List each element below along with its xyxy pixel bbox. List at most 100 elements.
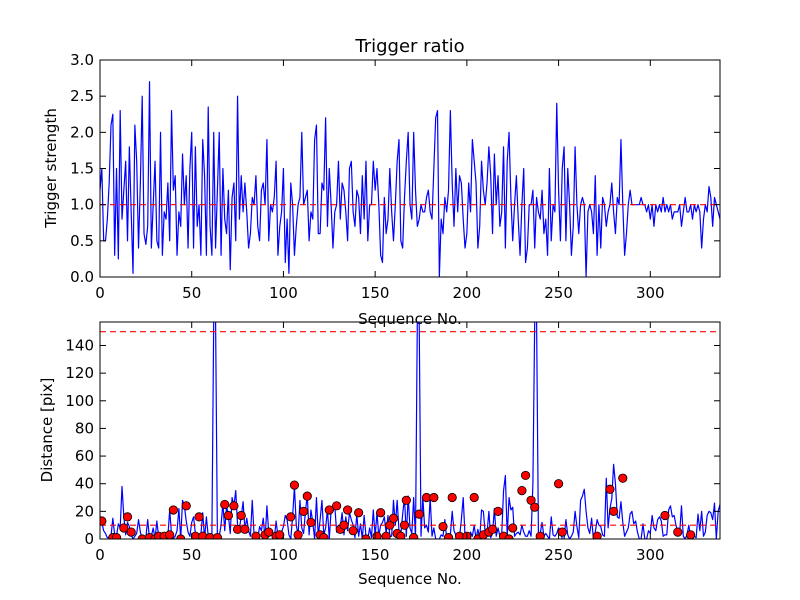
top-y-axis-label: Trigger strength	[42, 108, 60, 229]
bottom-marker	[332, 501, 342, 511]
bottom-marker	[324, 505, 334, 515]
top-y-tick-label: 0.0	[70, 268, 94, 286]
bottom-marker	[348, 526, 358, 536]
bottom-y-tick-label: 100	[65, 392, 94, 410]
top-x-tick-label: 50	[182, 284, 201, 302]
top-plot-data	[100, 81, 720, 277]
top-x-tick-label: 100	[269, 284, 298, 302]
bottom-marker	[396, 531, 406, 539]
bottom-y-tick-label: 40	[75, 475, 94, 493]
bottom-marker	[686, 530, 696, 539]
bottom-marker	[168, 505, 178, 515]
bottom-x-tick-label: 150	[361, 546, 390, 564]
bottom-marker	[487, 524, 498, 534]
bottom-marker	[618, 473, 628, 483]
bottom-marker	[111, 533, 122, 539]
top-y-tick-label: 1.5	[70, 160, 94, 178]
bottom-marker	[414, 509, 424, 519]
bottom-marker	[229, 501, 239, 511]
bottom-marker	[343, 505, 353, 515]
bottom-marker	[535, 531, 545, 539]
bottom-x-tick-label: 250	[544, 546, 573, 564]
bottom-marker	[447, 492, 457, 503]
bottom-y-tick-label: 80	[75, 419, 94, 437]
bottom-y-tick-label: 0	[84, 530, 94, 548]
top-y-tick-label: 2.0	[70, 123, 94, 141]
bottom-marker	[240, 524, 250, 534]
bottom-marker	[530, 502, 540, 512]
distance-plot: 0 50 100 150 200 250 300 0 20 40 60 80 100 120 140 Seq…	[38, 321, 721, 588]
bottom-marker	[660, 510, 670, 521]
bottom-axis-ticks: 0 50 100 150 200 250 300 0 20 40 60 80 100 120 140	[65, 322, 720, 564]
bottom-marker	[339, 520, 349, 530]
bottom-marker	[399, 520, 410, 530]
top-chart-title: Trigger ratio	[354, 36, 464, 57]
bottom-marker	[469, 492, 479, 503]
bottom-x-axis-label: Sequence No.	[358, 570, 462, 588]
top-axis-ticks: 0 50 100 150 200 250 300 0.0 0.5 1.0 1.5 2.0 2.5 3.0	[70, 51, 720, 302]
top-x-axis-label: Sequence No.	[358, 310, 462, 328]
bottom-y-tick-label: 20	[75, 502, 94, 520]
bottom-marker	[293, 530, 303, 539]
bottom-y-tick-label: 140	[65, 336, 94, 354]
bottom-marker	[517, 486, 527, 496]
top-y-tick-label: 2.5	[70, 87, 94, 105]
bottom-marker	[508, 523, 518, 533]
bottom-marker	[119, 523, 129, 533]
bottom-marker	[520, 470, 531, 481]
bottom-marker	[299, 506, 309, 516]
bottom-marker	[605, 484, 615, 494]
bottom-marker	[306, 517, 316, 528]
bottom-marker	[319, 533, 329, 539]
bottom-marker	[194, 512, 204, 522]
bottom-marker	[165, 530, 175, 539]
bottom-marker	[401, 495, 411, 505]
bottom-marker	[275, 530, 285, 539]
bottom-y-tick-label: 60	[75, 447, 94, 465]
trigger-ratio-plot: Trigger ratio 0 50 100 150 200 250 300 0.0 0.5 1.…	[42, 36, 721, 328]
bottom-x-tick-label: 100	[269, 546, 298, 564]
bottom-marker	[381, 531, 391, 539]
bottom-series-line	[100, 322, 720, 539]
bottom-marker	[553, 479, 564, 489]
bottom-marker	[212, 533, 222, 539]
top-x-tick-label: 0	[95, 284, 105, 302]
bottom-marker	[289, 480, 300, 490]
bottom-marker	[409, 533, 419, 539]
bottom-marker	[673, 527, 683, 537]
bottom-marker	[286, 512, 296, 522]
bottom-marker	[251, 531, 261, 539]
bottom-marker	[354, 508, 364, 518]
top-plot-frame	[99, 59, 721, 278]
top-y-tick-label: 3.0	[70, 51, 94, 69]
bottom-marker	[493, 506, 503, 516]
bottom-marker	[557, 527, 567, 537]
bottom-marker	[264, 527, 274, 537]
bottom-marker	[609, 506, 619, 516]
top-y-tick-label: 1.0	[70, 196, 94, 214]
bottom-marker	[223, 510, 234, 521]
bottom-x-tick-label: 50	[182, 546, 201, 564]
bottom-marker	[181, 501, 191, 511]
bottom-y-axis-label: Distance [pix]	[38, 378, 56, 483]
bottom-marker	[100, 516, 107, 526]
bottom-marker	[376, 508, 386, 518]
top-x-tick-label: 150	[361, 284, 390, 302]
bottom-marker	[438, 521, 448, 532]
bottom-marker	[126, 527, 136, 537]
bottom-plot-data	[100, 322, 720, 539]
bottom-marker	[302, 491, 312, 501]
bottom-marker	[388, 513, 399, 523]
top-y-tick-label: 0.5	[70, 232, 94, 250]
top-x-tick-label: 200	[453, 284, 482, 302]
bottom-plot-frame	[99, 321, 721, 540]
bottom-x-tick-label: 200	[453, 546, 482, 564]
bottom-marker	[429, 492, 439, 503]
bottom-marker	[220, 499, 230, 510]
bottom-y-tick-label: 120	[65, 364, 94, 382]
top-x-tick-label: 300	[636, 284, 665, 302]
top-x-tick-label: 250	[544, 284, 573, 302]
bottom-marker	[592, 531, 602, 539]
bottom-marker	[122, 512, 133, 522]
